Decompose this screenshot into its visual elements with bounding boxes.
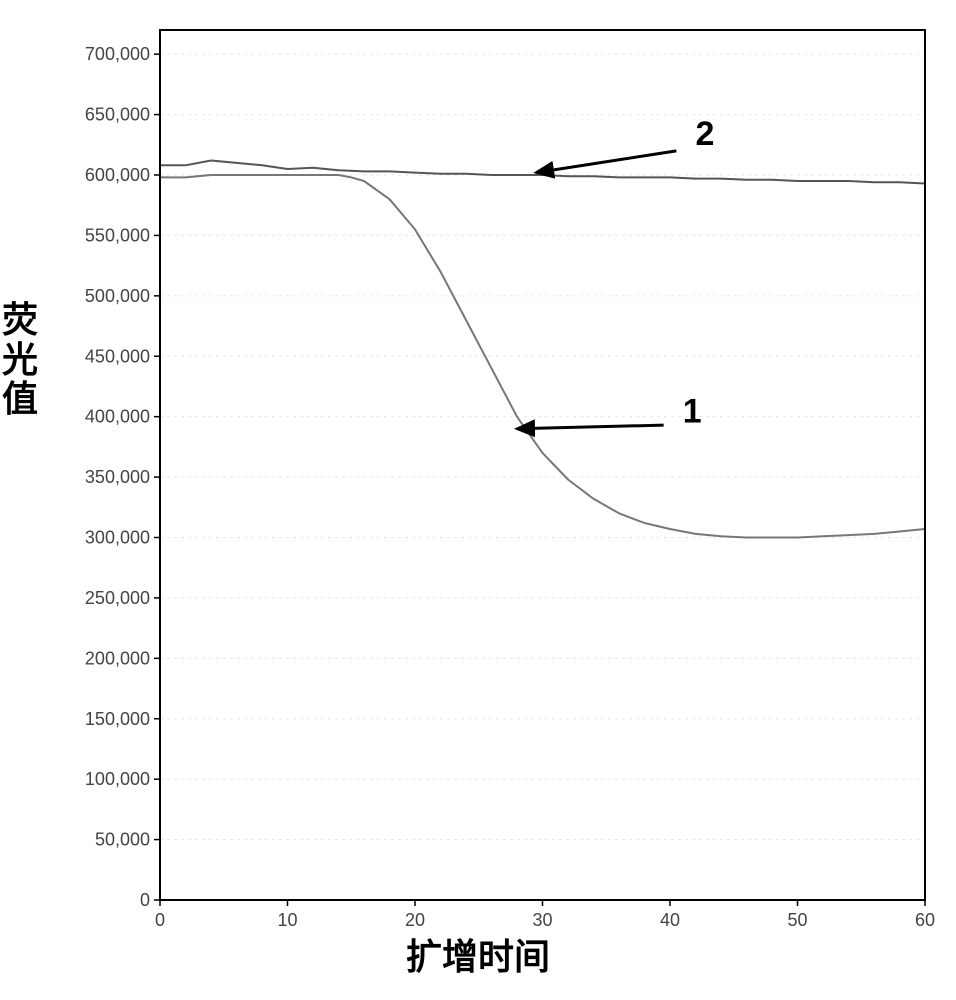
y-axis-label: 荧光值: [0, 300, 40, 419]
x-tick-label: 40: [660, 910, 680, 930]
x-tick-label: 20: [405, 910, 425, 930]
y-tick-label: 350,000: [85, 467, 150, 487]
y-tick-label: 250,000: [85, 588, 150, 608]
y-tick-label: 50,000: [95, 830, 150, 850]
y-tick-label: 550,000: [85, 225, 150, 245]
y-axis-label-char: 值: [0, 379, 40, 419]
y-tick-label: 650,000: [85, 105, 150, 125]
y-tick-label: 500,000: [85, 286, 150, 306]
x-tick-label: 60: [915, 910, 935, 930]
y-axis-label-char: 光: [0, 340, 40, 380]
y-tick-label: 600,000: [85, 165, 150, 185]
chart-svg: 0 50,000 100,000 150,000 200,000 250,000 300,0…: [0, 0, 956, 1000]
x-tick-label: 50: [787, 910, 807, 930]
y-tick-label: 400,000: [85, 407, 150, 427]
x-tick-label: 10: [277, 910, 297, 930]
y-tick-label: 700,000: [85, 44, 150, 64]
x-axis-label: 扩增时间: [0, 928, 956, 980]
chart-container: 荧光值 0 50,000 100,000 150,000 200,000 250,000 3…: [0, 0, 956, 1000]
y-tick-label: 300,000: [85, 528, 150, 548]
y-tick-label: 150,000: [85, 709, 150, 729]
y-tick-label: 200,000: [85, 648, 150, 668]
y-tick-label: 100,000: [85, 769, 150, 789]
y-tick-label: 450,000: [85, 346, 150, 366]
annotation-label-label1: 1: [683, 393, 702, 431]
y-tick-label: 0: [140, 890, 150, 910]
y-axis-label-char: 荧: [0, 300, 40, 340]
x-tick-label: 30: [532, 910, 552, 930]
annotation-label-label2: 2: [696, 115, 715, 153]
x-tick-label: 0: [155, 910, 165, 930]
